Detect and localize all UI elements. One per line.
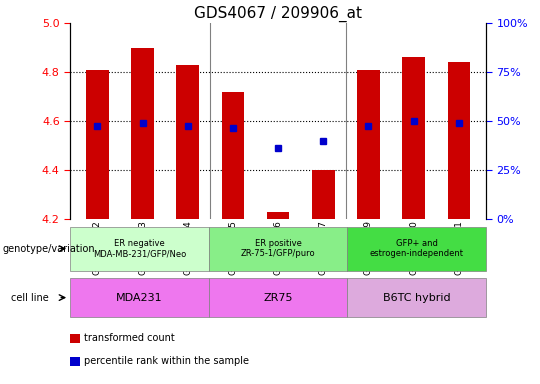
Text: B6TC hybrid: B6TC hybrid [383, 293, 450, 303]
Bar [402, 57, 425, 219]
Text: ER negative
MDA-MB-231/GFP/Neo: ER negative MDA-MB-231/GFP/Neo [93, 239, 186, 258]
Text: ZR75: ZR75 [264, 293, 293, 303]
Bar [86, 70, 109, 219]
Bar [448, 62, 470, 219]
Text: transformed count: transformed count [84, 333, 175, 343]
Title: GDS4067 / 209906_at: GDS4067 / 209906_at [194, 5, 362, 22]
Text: ER positive
ZR-75-1/GFP/puro: ER positive ZR-75-1/GFP/puro [241, 239, 315, 258]
Text: MDA231: MDA231 [116, 293, 163, 303]
Bar [221, 92, 244, 219]
Text: GFP+ and
estrogen-independent: GFP+ and estrogen-independent [370, 239, 464, 258]
Bar [177, 65, 199, 219]
Bar [357, 70, 380, 219]
Bar [312, 170, 335, 219]
Text: percentile rank within the sample: percentile rank within the sample [84, 356, 249, 366]
Bar [131, 48, 154, 219]
Bar [267, 212, 289, 219]
Text: cell line: cell line [11, 293, 49, 303]
Text: genotype/variation: genotype/variation [3, 243, 96, 254]
